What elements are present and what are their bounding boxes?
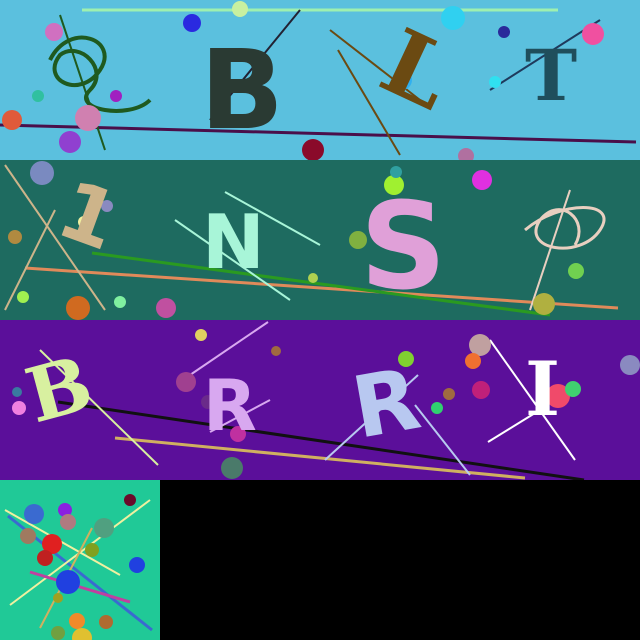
letter-8: R (203, 365, 257, 447)
captcha-row-2: 1 N S (0, 160, 640, 320)
captcha-row-3: B R R I (0, 320, 640, 480)
letter-3: T (525, 34, 577, 117)
letter-10: I (525, 345, 560, 433)
row-1-noise: B L T (0, 1, 637, 160)
letter-7: B (17, 339, 101, 440)
letter-4: 1 (46, 162, 130, 268)
empty-area (160, 480, 640, 640)
captcha-row-1: B L T (0, 0, 640, 160)
noise-tile (0, 480, 160, 640)
letter-5: N (202, 198, 265, 286)
row-3-noise: B R R I (12, 321, 640, 480)
letter-1: B (200, 26, 284, 154)
tile-noise (4, 494, 153, 640)
row-2-noise: 1 N S (4, 161, 619, 320)
letter-9: R (345, 350, 427, 459)
letter-6: S (360, 178, 446, 317)
